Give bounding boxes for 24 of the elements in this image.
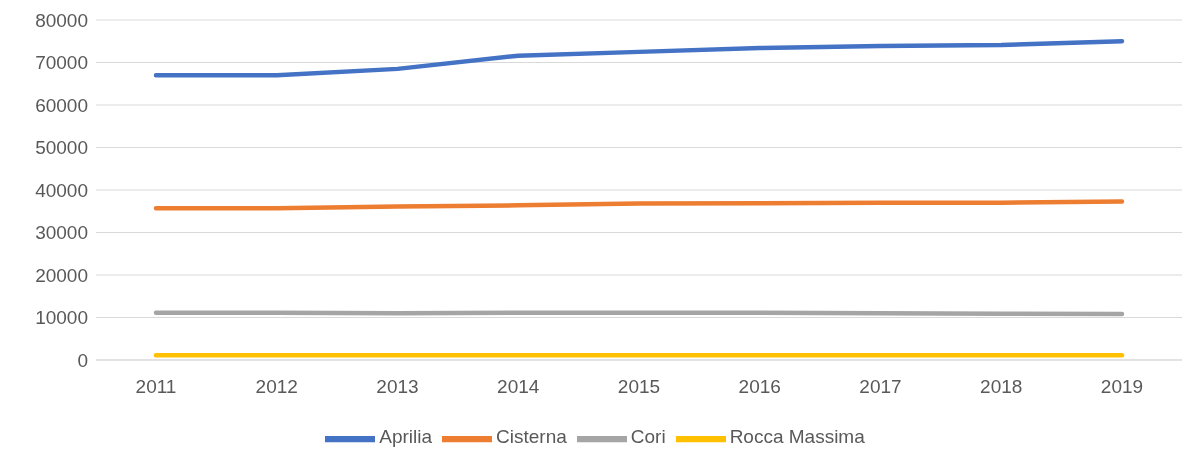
legend-label: Aprilia [379,426,433,448]
y-tick-label: 70000 [35,52,88,74]
x-tick-label: 2014 [497,376,540,398]
x-tick-label: 2019 [1100,376,1144,398]
y-tick-label: 30000 [35,222,88,244]
y-tick-label: 0 [77,349,88,371]
x-tick-label: 2013 [376,376,419,398]
y-tick-label: 20000 [35,264,88,286]
y-tick-label: 50000 [35,137,88,159]
x-tick-label: 2015 [617,376,661,398]
legend-label: Cisterna [496,426,567,448]
x-tick-label: 2011 [135,376,177,398]
line-series [153,39,1125,78]
x-tick-label: 2012 [255,376,298,398]
y-tick-label: 60000 [35,94,88,116]
x-tick-label: 2018 [980,376,1023,398]
y-tick-label: 40000 [35,179,88,201]
y-tick-label: 10000 [35,307,88,329]
legend-label: Cori [630,426,666,448]
line-series [153,199,1125,211]
y-tick-label: 80000 [35,9,88,31]
x-tick-label: 2016 [738,376,781,398]
legend-label: Rocca Massima [729,426,865,448]
x-tick-label: 2017 [859,376,902,398]
